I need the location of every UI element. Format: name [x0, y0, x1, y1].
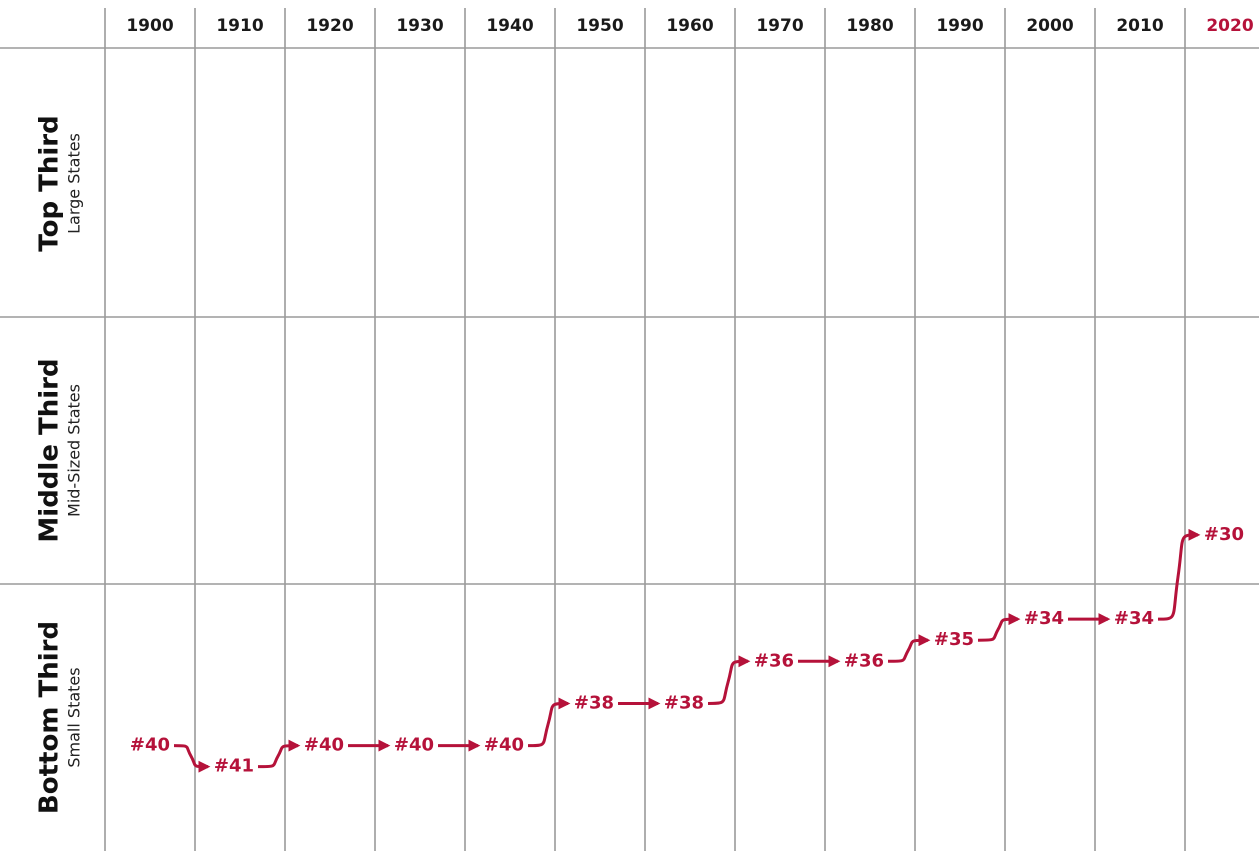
column-header: 1900: [126, 16, 173, 36]
rank-label: #35: [934, 629, 974, 650]
rank-label: #34: [1024, 608, 1064, 629]
band-subtitle: Small States: [65, 667, 84, 767]
column-header: 1950: [576, 16, 623, 36]
column-header: 1920: [306, 16, 353, 36]
rank-label: #41: [214, 756, 254, 777]
column-header: 1980: [846, 16, 893, 36]
band-title: Bottom Third: [35, 621, 65, 814]
arrow: [887, 634, 931, 663]
column-header: 2010: [1116, 16, 1163, 36]
band-title: Top Third: [35, 115, 65, 251]
rank-label: #40: [394, 735, 434, 756]
rank-label: #40: [484, 735, 524, 756]
arrow: [707, 655, 751, 705]
arrow: [527, 697, 571, 748]
rank-label: #36: [844, 650, 884, 671]
rank-label: #40: [304, 735, 344, 756]
arrow: [977, 613, 1021, 642]
column-header: 1960: [666, 16, 713, 36]
arrow: [173, 744, 211, 773]
column-header: 1970: [756, 16, 803, 36]
rank-label: #34: [1114, 608, 1154, 629]
column-header: 1910: [216, 16, 263, 36]
band-subtitle: Large States: [65, 133, 84, 234]
column-header: 1940: [486, 16, 533, 36]
column-header: 2000: [1026, 16, 1073, 36]
arrow: [1157, 528, 1201, 621]
rank-label: #40: [130, 735, 170, 756]
column-header: 1930: [396, 16, 443, 36]
arrow: [257, 739, 301, 769]
rank-label: #36: [754, 650, 794, 671]
rank-label: #30: [1204, 524, 1244, 545]
rank-label: #38: [664, 692, 704, 713]
column-header: 2020: [1206, 16, 1253, 36]
rank-label: #38: [574, 692, 614, 713]
band-title: Middle Third: [35, 358, 65, 542]
column-header: 1990: [936, 16, 983, 36]
band-subtitle: Mid-Sized States: [65, 384, 84, 517]
